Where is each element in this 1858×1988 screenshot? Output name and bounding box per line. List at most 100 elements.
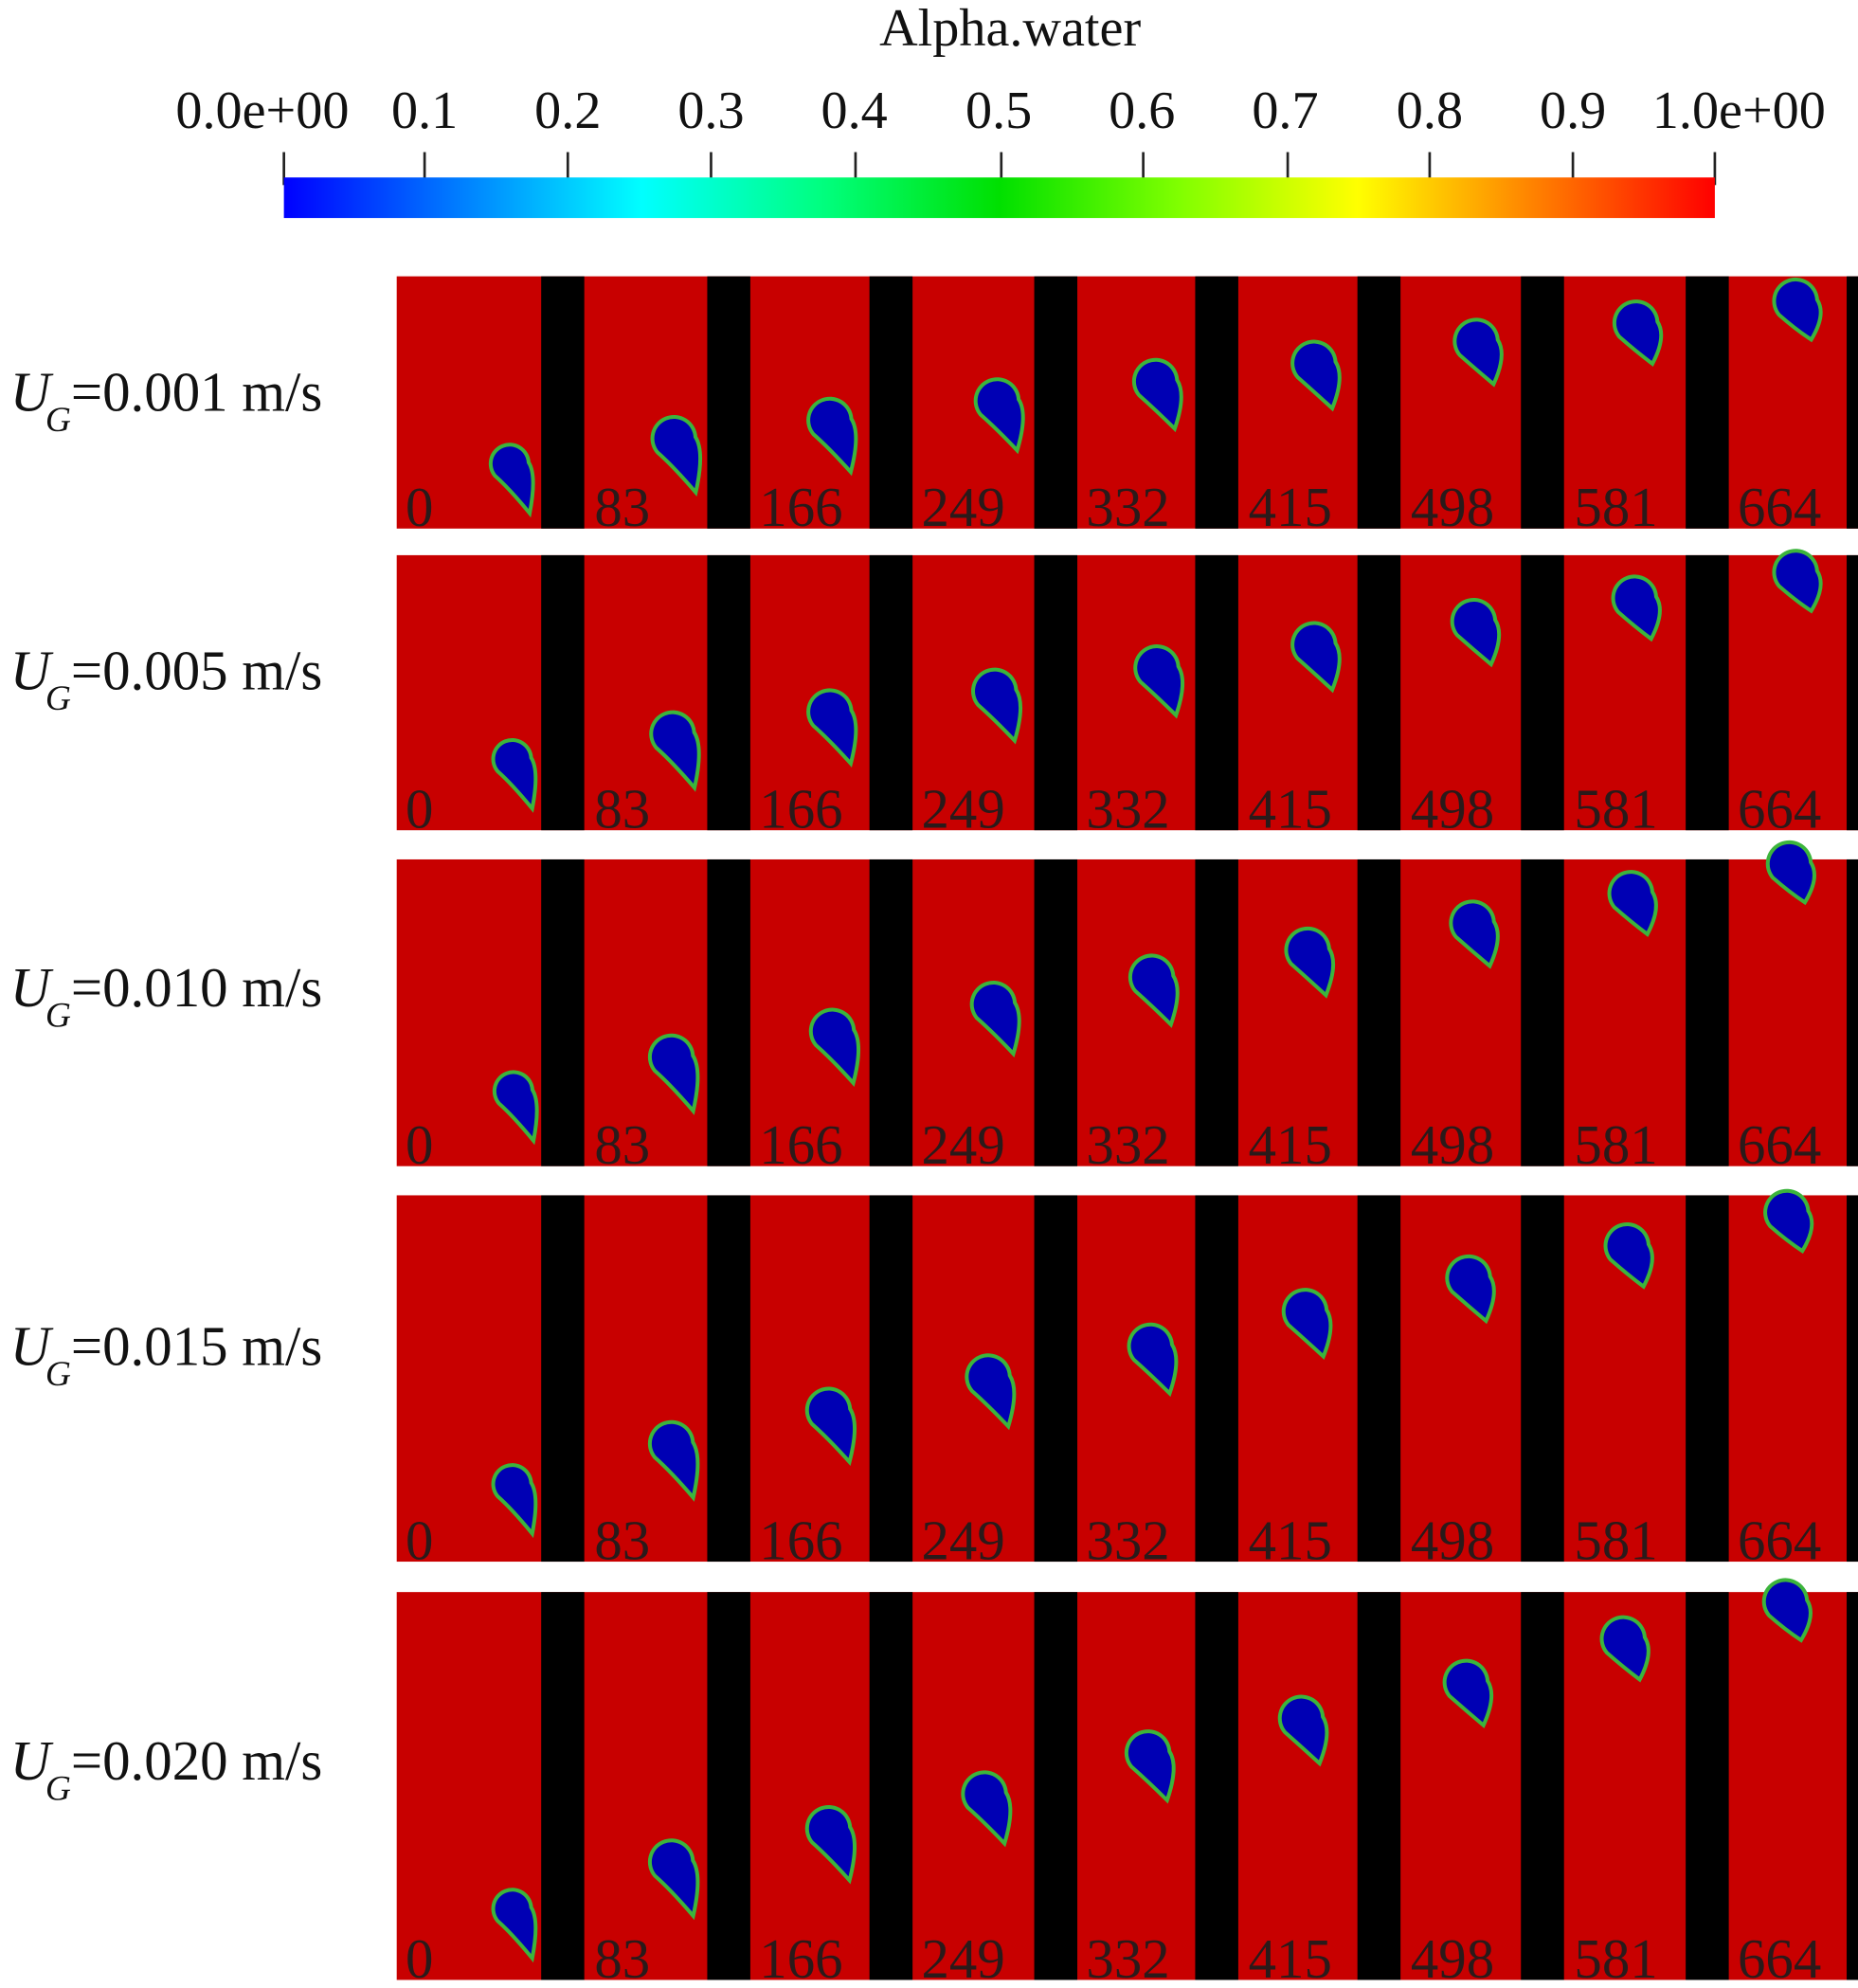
bubble <box>1290 621 1342 694</box>
panel-separator <box>707 1195 750 1563</box>
panel-separator <box>1034 1592 1078 1980</box>
colorbar-tick-label: 0.3 <box>677 81 745 141</box>
time-label: 166 <box>759 1928 842 1988</box>
subscript: G <box>45 679 71 719</box>
bubble <box>649 710 701 792</box>
time-label: 0 <box>406 1928 433 1988</box>
panel-separator <box>869 554 913 831</box>
row-label: UG=0.005 m/s <box>10 640 323 719</box>
bubble <box>971 667 1023 745</box>
time-label: 664 <box>1738 477 1821 538</box>
snapshot-row: 0 83 166 249 332 415 498 581 664 <box>396 1188 1858 1571</box>
bubble <box>1127 1322 1179 1398</box>
velocity-value: =0.010 m/s <box>70 956 323 1020</box>
bubble <box>1284 926 1336 999</box>
subscript: G <box>45 1769 71 1809</box>
time-label: 332 <box>1086 1928 1169 1988</box>
time-label: 249 <box>922 1509 1005 1571</box>
bubble <box>491 737 538 813</box>
row-label: UG=0.001 m/s <box>10 361 323 440</box>
bubble <box>1452 317 1504 388</box>
time-label: 83 <box>594 1509 650 1571</box>
velocity-value: =0.001 m/s <box>70 361 323 424</box>
bubble <box>804 1386 857 1467</box>
subscript: G <box>45 400 71 441</box>
panel-separator <box>541 1195 585 1563</box>
panel-separator <box>1195 276 1238 529</box>
panel-separator <box>1686 1195 1729 1563</box>
panel-separator <box>1357 554 1401 831</box>
panel-separator <box>1521 858 1564 1166</box>
time-label: 415 <box>1249 1928 1332 1988</box>
time-label: 498 <box>1411 1114 1494 1176</box>
bubble <box>1772 549 1823 614</box>
bubble <box>1599 1615 1651 1683</box>
panel-separator <box>1357 1195 1401 1563</box>
bubble <box>1277 1694 1329 1767</box>
time-label: 166 <box>759 1509 842 1571</box>
velocity-value: =0.020 m/s <box>70 1729 323 1793</box>
symbol: U <box>9 1729 51 1793</box>
colorbar-tick-label: 0.0e+00 <box>175 81 350 141</box>
panel-separator <box>541 276 585 529</box>
panel-separator <box>1847 1592 1858 1980</box>
panel-separator <box>1195 1195 1238 1563</box>
time-label: 166 <box>759 1114 842 1176</box>
time-label: 581 <box>1574 779 1657 840</box>
panel-separator <box>707 1592 750 1980</box>
row-label: UG=0.020 m/s <box>9 1729 323 1809</box>
panel-separator <box>1686 276 1729 529</box>
colorbar-tick <box>282 152 285 186</box>
bubble <box>1603 1221 1654 1290</box>
bubble <box>1124 1729 1176 1804</box>
colorbar-title: Alpha.water <box>879 0 1142 59</box>
row-label: UG=0.015 m/s <box>9 1315 323 1395</box>
time-label: 415 <box>1249 1114 1332 1176</box>
bubble <box>1772 277 1823 343</box>
time-label: 332 <box>1086 779 1169 840</box>
panel-separator <box>707 276 750 529</box>
bubble <box>1765 840 1816 906</box>
time-label: 0 <box>406 477 433 538</box>
row-label: UG=0.010 m/s <box>9 956 323 1036</box>
bubble <box>1761 1578 1813 1643</box>
time-label: 581 <box>1574 477 1657 538</box>
colorbar-tick-label: 0.8 <box>1396 81 1464 141</box>
bubble <box>491 1463 538 1539</box>
bubble <box>1612 299 1664 367</box>
panel-separator <box>541 554 585 831</box>
panel-separator <box>1195 858 1238 1166</box>
bubble <box>1281 1288 1333 1361</box>
bubble <box>965 1353 1017 1431</box>
panel-separator <box>1521 276 1564 529</box>
symbol: U <box>9 956 51 1020</box>
time-label: 249 <box>922 1928 1005 1988</box>
snapshot-row: 0 83 166 249 332 415 498 581 664 <box>396 276 1858 538</box>
time-label: 498 <box>1411 477 1494 538</box>
colorbar-tick-label: 0.2 <box>534 81 602 141</box>
time-label: 83 <box>594 1928 650 1988</box>
colorbar-tick-label: 0.7 <box>1252 81 1319 141</box>
colorbar-tick <box>854 152 857 186</box>
time-label: 664 <box>1738 1928 1821 1988</box>
panel-separator <box>1521 1195 1564 1563</box>
colorbar-tick <box>1428 152 1432 186</box>
bubble <box>1449 899 1500 969</box>
snapshot-row: 0 83 166 249 332 415 498 581 664 <box>396 840 1858 1176</box>
panel-separator <box>707 554 750 831</box>
velocity-value: =0.015 m/s <box>70 1315 323 1379</box>
bubble <box>488 443 535 518</box>
time-label: 498 <box>1411 1509 1494 1571</box>
bubble <box>806 688 858 768</box>
colorbar-tick <box>566 152 569 186</box>
symbol: U <box>9 1315 51 1379</box>
liquid-domain <box>396 858 1858 1166</box>
panel-separator <box>1034 554 1078 831</box>
velocity-value: =0.005 m/s <box>70 640 323 703</box>
panel-separator <box>1034 858 1078 1166</box>
time-label: 0 <box>406 1509 433 1571</box>
colorbar-tick <box>710 152 713 186</box>
bubble <box>650 414 703 497</box>
